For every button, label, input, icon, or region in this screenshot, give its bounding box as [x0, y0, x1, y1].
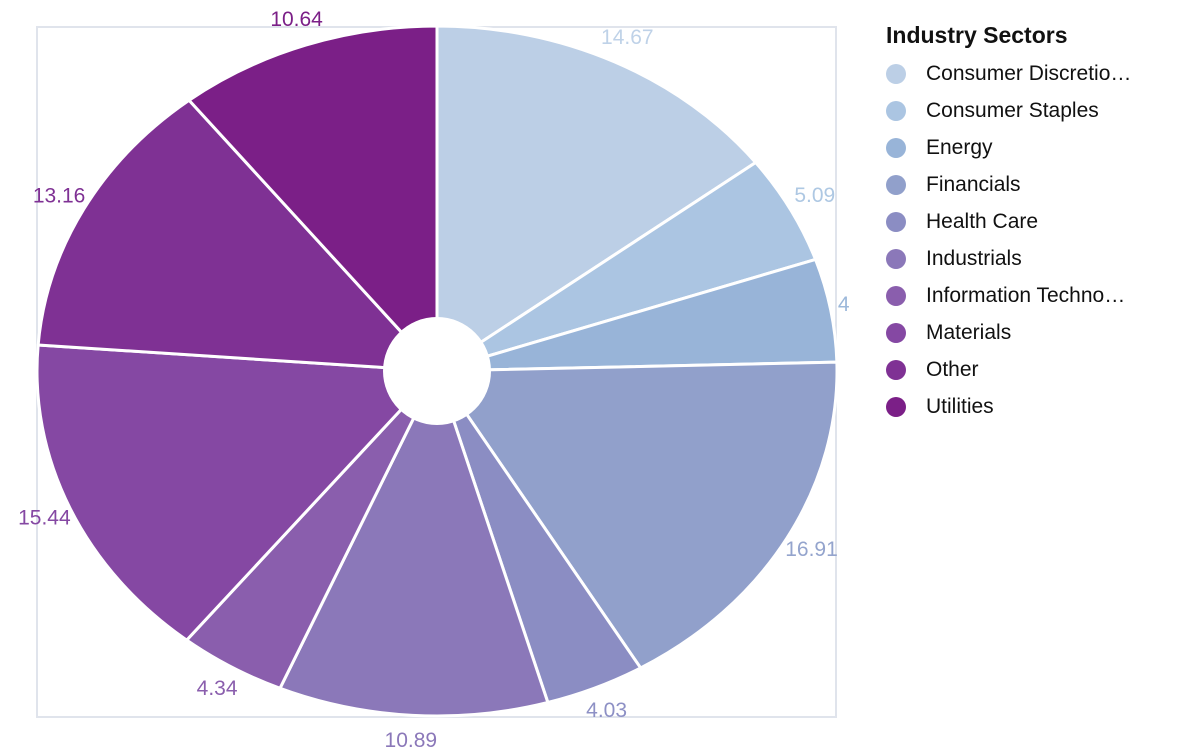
legend-swatch	[886, 359, 906, 380]
legend-swatch	[886, 322, 906, 343]
legend-label: Other	[926, 357, 979, 381]
slice-value-label: 10.64	[270, 8, 323, 31]
legend-swatch	[886, 396, 906, 417]
pie-chart: 14.67 5.09 4.83 16.91 4.03 10.89 4.34 15.44 13.1…	[18, 8, 850, 751]
center-hole	[383, 317, 491, 425]
pie-slice	[278, 369, 550, 718]
legend-item[interactable]: Other	[886, 351, 1186, 388]
legend-title: Industry Sectors	[886, 22, 1068, 48]
legend-label: Health Care	[926, 209, 1039, 233]
legend-label: Materials	[926, 320, 1012, 344]
slice-value-label: 4.34	[197, 677, 238, 700]
legend-swatch	[886, 100, 906, 121]
legend-item[interactable]: Energy	[886, 129, 1186, 166]
value-labels: 14.67 5.09 4.83 16.91 4.03 10.89 4.34 15.44 13.1…	[18, 8, 850, 751]
legend-label: Consumer Discretio…	[926, 61, 1132, 85]
slice-value-label: 14.67	[601, 26, 654, 49]
pie-slice	[435, 24, 758, 373]
legend-item[interactable]: Consumer Discretio…	[886, 55, 1186, 92]
legend-swatch	[886, 63, 906, 84]
legend-item[interactable]: Industrials	[886, 240, 1186, 277]
legend-item[interactable]: Materials	[886, 314, 1186, 351]
slice-value-label: 5.09	[794, 184, 835, 207]
slice-value-label: 16.91	[785, 538, 838, 561]
legend-label: Industrials	[926, 246, 1022, 270]
pie-slice	[36, 98, 439, 373]
legend-label: Financials	[926, 172, 1021, 196]
pie-slice	[187, 24, 439, 373]
slice-value-label: 4.03	[586, 699, 627, 722]
slice-value-label: 4.83	[838, 293, 850, 316]
legend-swatch	[886, 211, 906, 232]
legend-item[interactable]: Consumer Staples	[886, 92, 1186, 129]
legend-swatch	[886, 248, 906, 269]
legend-items: Consumer Discretio… Consumer Staples Energ…	[886, 55, 1186, 425]
legend-swatch	[886, 174, 906, 195]
legend-label: Energy	[926, 135, 993, 159]
legend-label: Consumer Staples	[926, 98, 1099, 122]
legend-item[interactable]: Financials	[886, 166, 1186, 203]
pie-slice	[35, 343, 439, 642]
legend-item[interactable]: Utilities	[886, 388, 1186, 425]
legend-label: Information Techno…	[926, 283, 1126, 307]
slice-value-label: 13.16	[33, 184, 86, 207]
legend-swatch	[886, 285, 906, 306]
slice-value-label: 15.44	[18, 506, 71, 529]
pie-slices	[35, 24, 839, 718]
legend-swatch	[886, 137, 906, 158]
legend-item[interactable]: Health Care	[886, 203, 1186, 240]
legend: Industry Sectors Consumer Discretio… Cons…	[886, 22, 1186, 425]
legend-label: Utilities	[926, 394, 994, 418]
slice-value-label: 10.89	[385, 729, 438, 751]
pie-slice	[435, 360, 839, 670]
legend-item[interactable]: Information Techno…	[886, 277, 1186, 314]
